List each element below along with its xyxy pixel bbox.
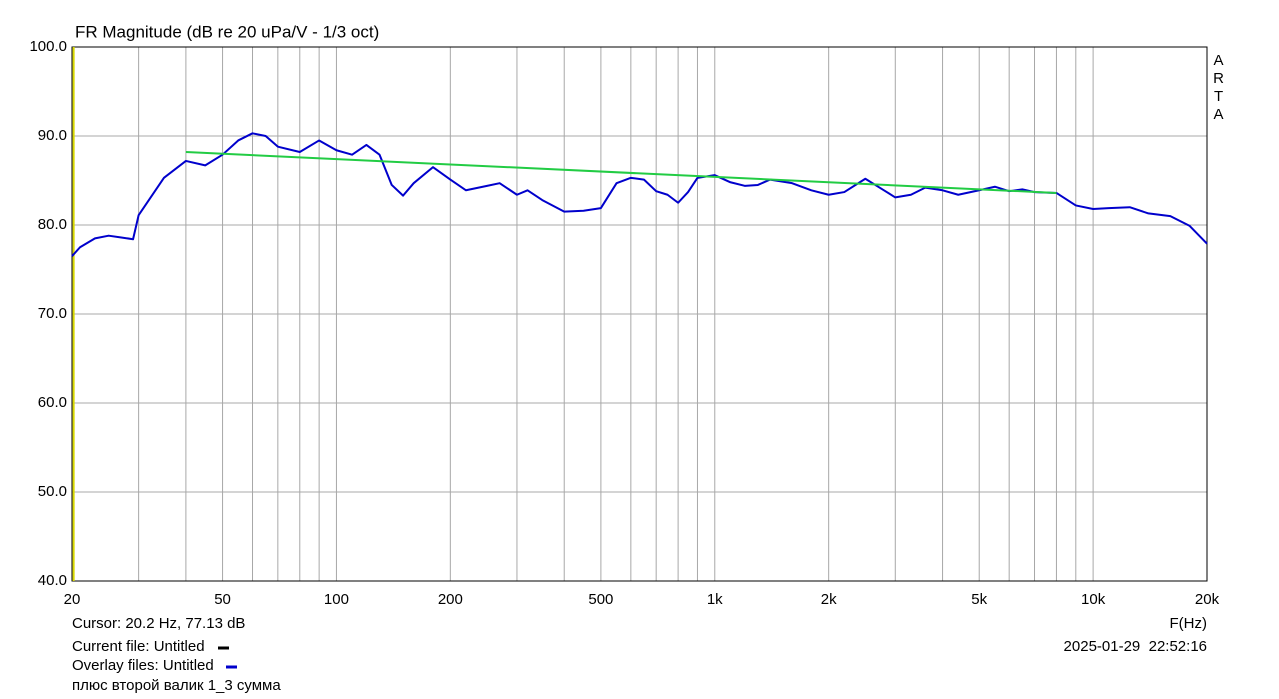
x-tick-label: 2k	[821, 591, 837, 608]
x-tick-label: 20k	[1195, 591, 1220, 608]
cursor-readout: Cursor: 20.2 Hz, 77.13 dB	[72, 615, 245, 632]
x-tick-label: 200	[438, 591, 463, 608]
x-tick-label: 10k	[1081, 591, 1106, 608]
overlay-files: Overlay files: Untitled	[72, 657, 214, 674]
series-line	[71, 132, 1208, 257]
chart-title: FR Magnitude (dB re 20 uPa/V - 1/3 oct)	[75, 22, 379, 41]
watermark: ARTA	[1210, 52, 1227, 124]
y-tick-label: 80.0	[38, 216, 67, 233]
timestamp: 2025-01-29 22:52:16	[1064, 638, 1207, 655]
x-tick-label: 100	[324, 591, 349, 608]
y-tick-label: 100.0	[29, 38, 67, 55]
y-tick-label: 40.0	[38, 572, 67, 589]
y-tick-label: 90.0	[38, 127, 67, 144]
x-tick-label: 5k	[971, 591, 987, 608]
x-tick-label: 20	[64, 591, 81, 608]
x-tick-label: 500	[588, 591, 613, 608]
x-tick-label: 1k	[707, 591, 723, 608]
current-file: Current file: Untitled	[72, 638, 205, 655]
y-tick-label: 60.0	[38, 394, 67, 411]
series-line	[185, 151, 1057, 194]
y-tick-label: 70.0	[38, 305, 67, 322]
caption: плюс второй валик 1_3 сумма	[72, 677, 281, 694]
y-tick-label: 50.0	[38, 483, 67, 500]
x-tick-label: 50	[214, 591, 231, 608]
x-axis-label: F(Hz)	[1170, 615, 1208, 632]
plot-frame	[71, 46, 1208, 582]
